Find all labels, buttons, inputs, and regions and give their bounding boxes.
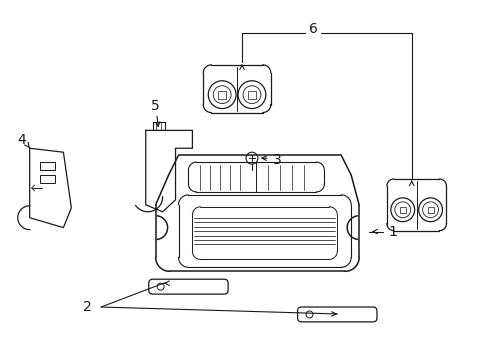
Bar bbox=[427, 207, 433, 213]
Bar bbox=[40, 175, 55, 183]
Text: 3: 3 bbox=[272, 153, 281, 167]
Text: 5: 5 bbox=[150, 99, 159, 113]
Bar bbox=[218, 91, 225, 99]
Bar bbox=[399, 207, 405, 213]
Text: 1: 1 bbox=[388, 225, 397, 239]
Text: 4: 4 bbox=[18, 133, 26, 147]
Bar bbox=[40, 162, 55, 170]
Text: 2: 2 bbox=[83, 300, 92, 314]
Bar bbox=[247, 91, 255, 99]
Text: 6: 6 bbox=[309, 22, 318, 36]
